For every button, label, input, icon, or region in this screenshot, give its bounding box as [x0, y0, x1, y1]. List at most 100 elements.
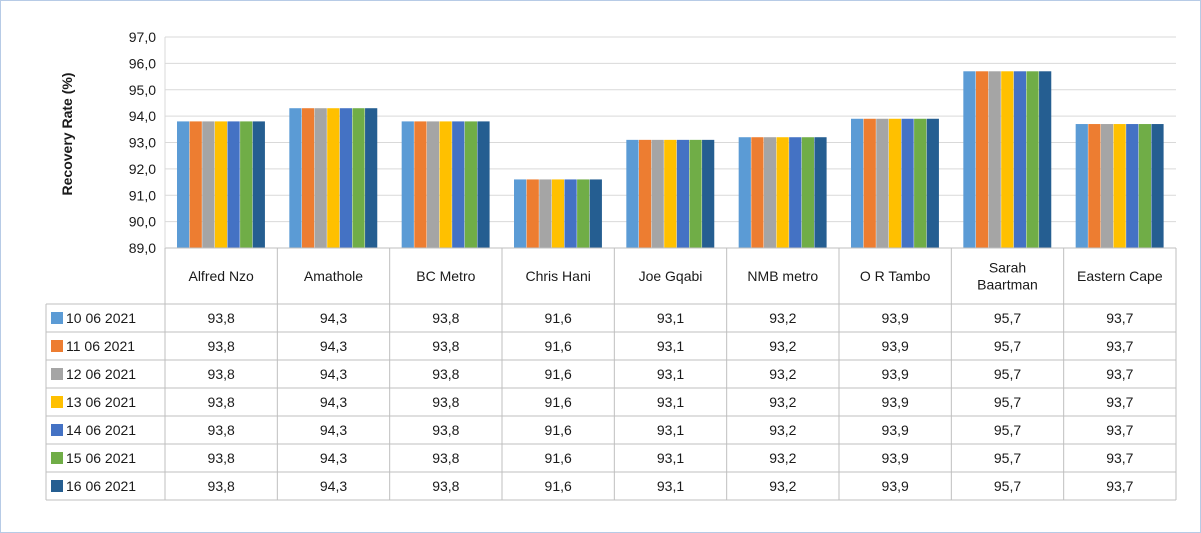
table-cell: 93,9 [882, 366, 909, 382]
table-cell: 93,7 [1106, 338, 1133, 354]
bar [314, 108, 327, 249]
bar [776, 137, 789, 248]
bar [526, 179, 539, 248]
bar [301, 108, 315, 249]
bar [289, 108, 302, 249]
category-label: O R Tambo [860, 268, 931, 284]
table-cell: 93,1 [657, 366, 684, 382]
bar [577, 179, 590, 248]
table-cell: 95,7 [994, 310, 1021, 326]
bar [914, 118, 927, 248]
bar [514, 179, 527, 248]
table-cell: 95,7 [994, 422, 1021, 438]
table-cell: 93,8 [432, 394, 459, 410]
table-cell: 91,6 [545, 338, 572, 354]
series-name: 16 06 2021 [66, 478, 136, 494]
series-name: 15 06 2021 [66, 450, 136, 466]
bar [439, 121, 452, 248]
bars [177, 71, 1164, 249]
table-cell: 93,8 [432, 422, 459, 438]
table-cell: 95,7 [994, 394, 1021, 410]
legend-key [51, 312, 63, 324]
bar [1001, 71, 1014, 248]
table-cell: 95,7 [994, 338, 1021, 354]
y-tick-label: 92,0 [129, 161, 156, 177]
bar [651, 139, 664, 248]
table-cell: 93,9 [882, 478, 909, 494]
bar [365, 108, 378, 249]
table-cell: 95,7 [994, 450, 1021, 466]
bar [327, 108, 340, 249]
bar [626, 139, 639, 248]
bar [1088, 124, 1101, 248]
bar [177, 121, 190, 248]
bar [589, 179, 602, 248]
bar [464, 121, 477, 248]
series-name: 11 06 2021 [66, 338, 135, 354]
bar [888, 118, 902, 248]
bar [988, 71, 1001, 248]
bar [1039, 71, 1052, 248]
table-cell: 91,6 [545, 422, 572, 438]
table-cell: 93,1 [657, 478, 684, 494]
legend-key [51, 424, 63, 436]
bar [738, 137, 751, 248]
bar [814, 137, 827, 248]
bar [452, 121, 465, 248]
table-cell: 93,2 [769, 366, 796, 382]
series-name: 10 06 2021 [66, 310, 136, 326]
bar [1100, 124, 1114, 248]
category-label: Amathole [304, 268, 363, 284]
y-axis: 89,0 90,0 91,0 92,0 93,0 94,0 95,0 96,0 97,0 [129, 29, 166, 256]
table-cell: 93,1 [657, 394, 684, 410]
table-cell: 94,3 [320, 478, 347, 494]
table-cell: 93,9 [882, 338, 909, 354]
series-name: 13 06 2021 [66, 394, 136, 410]
y-tick-label: 95,0 [129, 82, 156, 98]
y-tick-label: 91,0 [129, 187, 156, 203]
y-tick-label: 90,0 [129, 214, 156, 230]
table-cell: 93,8 [208, 338, 235, 354]
table-cell: 91,6 [545, 366, 572, 382]
table-cell: 95,7 [994, 366, 1021, 382]
y-axis-title: Recovery Rate (%) [59, 73, 75, 196]
bar [477, 121, 490, 248]
table-cell: 93,2 [769, 394, 796, 410]
bar [963, 71, 976, 248]
bar [1126, 124, 1139, 248]
bar [539, 179, 552, 248]
table-cell: 93,2 [769, 478, 796, 494]
y-tick-label: 96,0 [129, 55, 156, 71]
table-cell: 93,8 [432, 450, 459, 466]
legend-key [51, 340, 63, 352]
bar [189, 121, 202, 248]
category-label: Joe Gqabi [639, 268, 703, 284]
bar [1013, 71, 1027, 248]
bar [863, 118, 876, 248]
bar [901, 118, 914, 248]
legend-key [51, 452, 63, 464]
table-cell: 93,7 [1106, 394, 1133, 410]
table-cell: 93,8 [208, 310, 235, 326]
table-cell: 94,3 [320, 450, 347, 466]
bar [1075, 124, 1088, 248]
y-tick-label: 93,0 [129, 135, 156, 151]
category-label: Chris Hani [525, 268, 590, 284]
table-cell: 93,8 [208, 422, 235, 438]
bar [1113, 124, 1126, 248]
bar [851, 118, 864, 248]
table-cell: 93,8 [208, 478, 235, 494]
legend-key [51, 480, 63, 492]
table-cell: 93,7 [1106, 366, 1133, 382]
y-tick-label: 89,0 [129, 240, 156, 256]
bar [202, 121, 215, 248]
bar [664, 139, 677, 248]
table-cell: 93,9 [882, 422, 909, 438]
bar [426, 121, 440, 248]
table-cell: 93,8 [432, 478, 459, 494]
bar [401, 121, 414, 248]
table-cell: 93,7 [1106, 422, 1133, 438]
bar [214, 121, 228, 248]
y-tick-label: 94,0 [129, 108, 156, 124]
